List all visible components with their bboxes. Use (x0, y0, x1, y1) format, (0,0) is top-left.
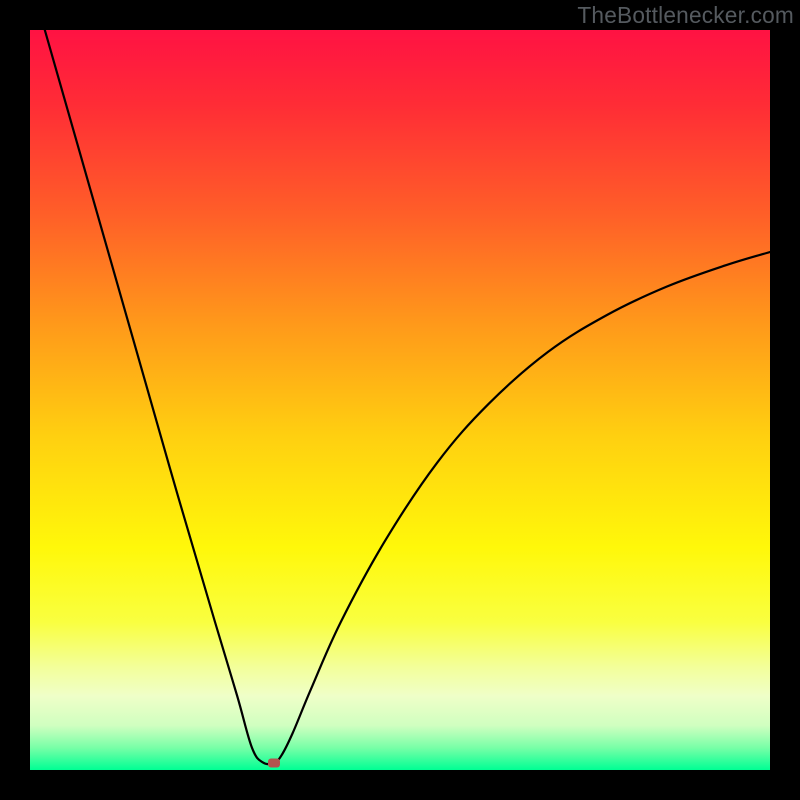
optimum-marker (268, 758, 280, 767)
chart-viewport: TheBottlenecker.com (0, 0, 800, 800)
plot-area (30, 30, 770, 770)
watermark-text: TheBottlenecker.com (577, 2, 794, 29)
gradient-rect (30, 30, 770, 770)
gradient-background (30, 30, 770, 770)
